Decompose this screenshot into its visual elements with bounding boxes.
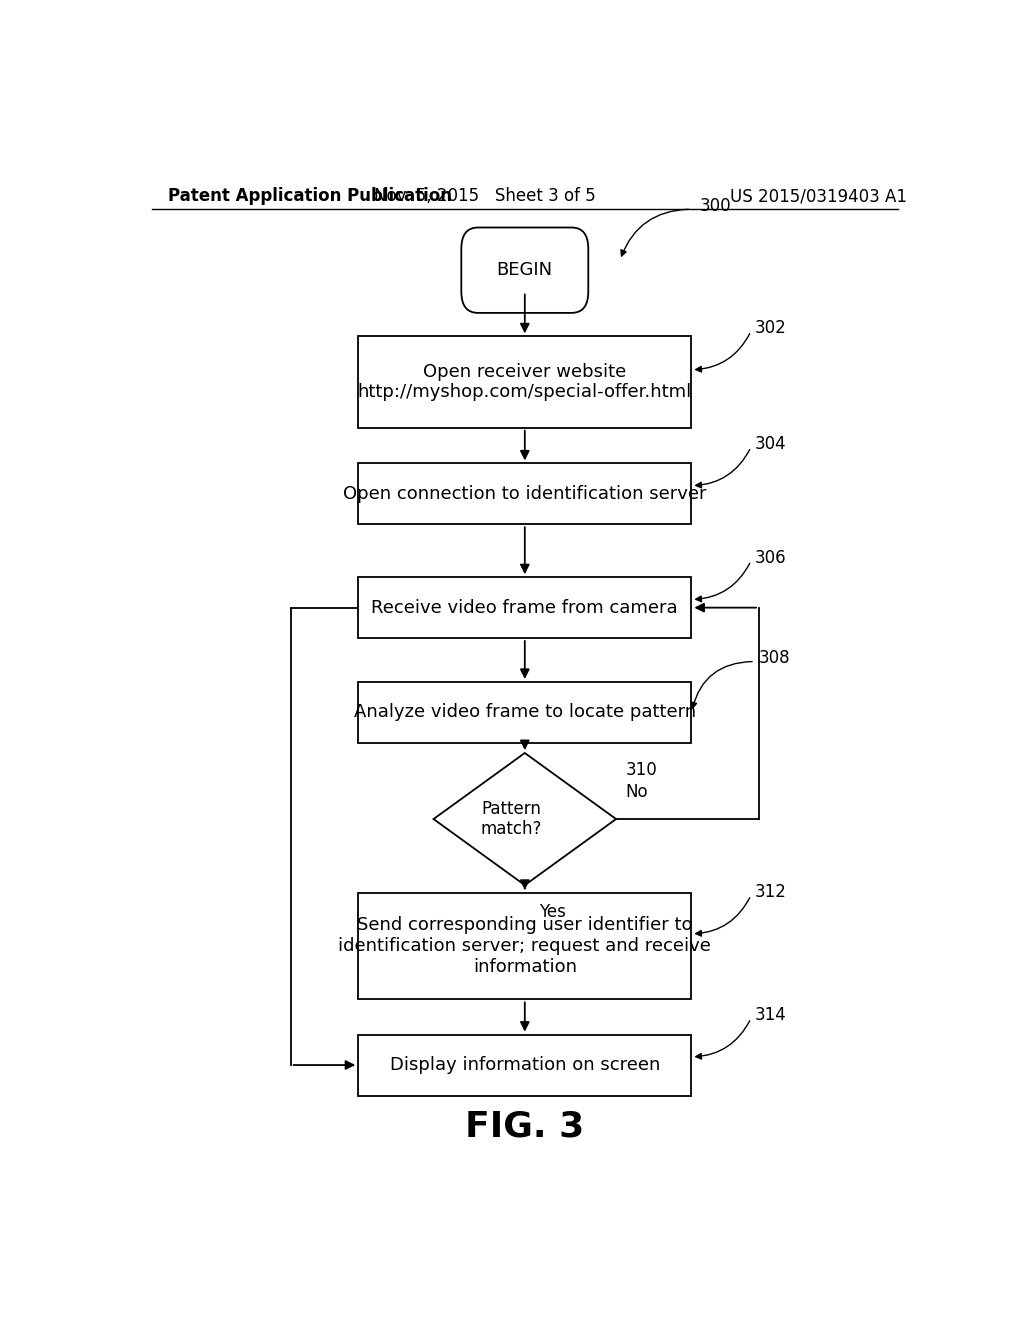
Text: FIG. 3: FIG. 3 [465, 1109, 585, 1143]
Text: BEGIN: BEGIN [497, 261, 553, 280]
Text: 304: 304 [755, 436, 786, 453]
Text: Receive video frame from camera: Receive video frame from camera [372, 599, 678, 616]
Text: Send corresponding user identifier to
identification server; request and receive: Send corresponding user identifier to id… [338, 916, 712, 975]
Text: Yes: Yes [539, 903, 566, 921]
Text: Open connection to identification server: Open connection to identification server [343, 484, 707, 503]
Text: Nov. 5, 2015   Sheet 3 of 5: Nov. 5, 2015 Sheet 3 of 5 [374, 187, 596, 205]
Text: 314: 314 [755, 1006, 786, 1024]
Text: Analyze video frame to locate pattern: Analyze video frame to locate pattern [353, 704, 696, 721]
Text: Display information on screen: Display information on screen [389, 1056, 660, 1074]
Text: 302: 302 [755, 319, 786, 337]
FancyBboxPatch shape [358, 1035, 691, 1096]
Text: US 2015/0319403 A1: US 2015/0319403 A1 [730, 187, 907, 205]
FancyBboxPatch shape [358, 463, 691, 524]
Text: Pattern
match?: Pattern match? [480, 800, 542, 838]
Text: No: No [626, 783, 648, 801]
Text: 306: 306 [755, 549, 786, 566]
FancyBboxPatch shape [358, 892, 691, 999]
FancyBboxPatch shape [358, 682, 691, 743]
FancyBboxPatch shape [461, 227, 588, 313]
FancyBboxPatch shape [358, 577, 691, 638]
FancyBboxPatch shape [358, 337, 691, 428]
Text: Open receiver website
http://myshop.com/special-offer.html: Open receiver website http://myshop.com/… [357, 363, 692, 401]
Text: 312: 312 [755, 883, 786, 902]
Text: 308: 308 [759, 649, 791, 668]
Text: 300: 300 [699, 197, 731, 215]
Text: Patent Application Publication: Patent Application Publication [168, 187, 452, 205]
Polygon shape [433, 752, 616, 886]
Text: 310: 310 [626, 762, 657, 779]
